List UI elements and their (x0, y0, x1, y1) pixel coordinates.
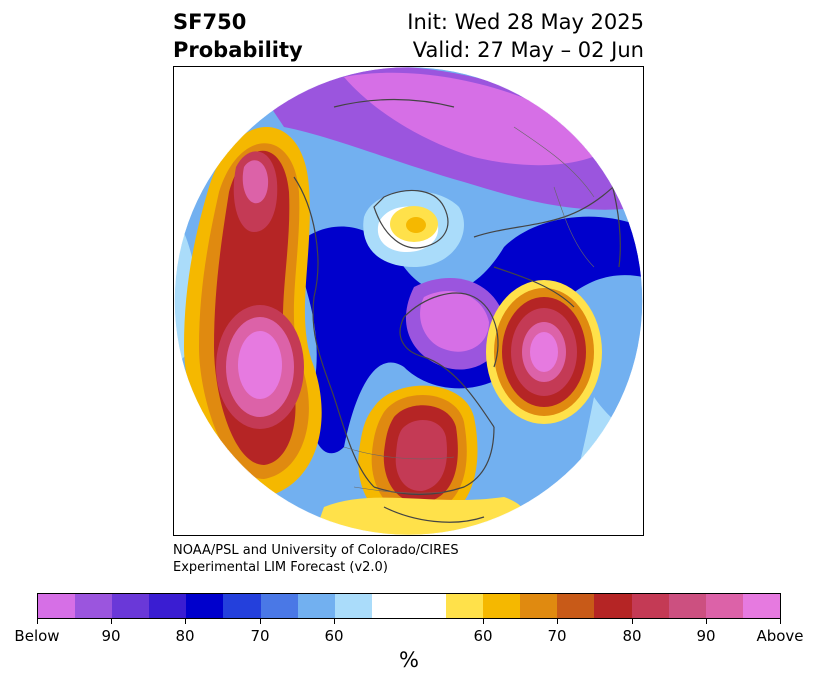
credit-text: NOAA/PSL and University of Colorado/CIRE… (173, 542, 459, 576)
colorbar-tick (111, 619, 112, 624)
colorbar-tick-label: 80 (622, 627, 642, 645)
colorbar-cell (297, 594, 335, 618)
colorbar-cell (223, 594, 261, 618)
colorbar-tick (37, 619, 38, 624)
colorbar-tick (706, 619, 707, 624)
map-title: SF750 Probability (173, 8, 303, 64)
colorbar-tick-label: 70 (250, 627, 270, 645)
colorbar-tick (185, 619, 186, 624)
init-date: Init: Wed 28 May 2025 (407, 10, 644, 34)
title-probability: Probability (173, 38, 303, 62)
colorbar-cell (112, 594, 150, 618)
colorbar-cell (75, 594, 113, 618)
colorbar-cell (668, 594, 706, 618)
polar-map (173, 66, 644, 536)
colorbar-cell (446, 594, 484, 618)
borders (343, 126, 595, 494)
colorbar-tick (334, 619, 335, 624)
credit-line-2: Experimental LIM Forecast (v2.0) (173, 560, 388, 575)
colorbar-tick-label: 60 (473, 627, 493, 645)
credit-line-1: NOAA/PSL and University of Colorado/CIRE… (173, 543, 459, 558)
colorbar-tick (632, 619, 633, 624)
colorbar-tick-label: Above (756, 627, 804, 645)
colorbar-tick (260, 619, 261, 624)
valid-range: Valid: 27 May – 02 Jun (412, 38, 644, 62)
colorbar (37, 593, 781, 619)
probability-field (174, 67, 643, 535)
coastlines (293, 98, 635, 523)
colorbar-tick-label: 90 (696, 627, 716, 645)
colorbar-tick-label: 80 (175, 627, 195, 645)
colorbar-cell (38, 594, 76, 618)
title-variable: SF750 (173, 10, 247, 34)
colorbar-tick-label: Below (14, 627, 60, 645)
colorbar-cell (557, 594, 595, 618)
colorbar-tick (780, 619, 781, 624)
colorbar-cell (520, 594, 558, 618)
colorbar-cell (483, 594, 521, 618)
colorbar-unit-label: % (399, 648, 419, 672)
colorbar-cell (742, 594, 780, 618)
map-canvas (174, 67, 643, 535)
colorbar-tick-label: 60 (324, 627, 344, 645)
colorbar-tick-label: 90 (101, 627, 121, 645)
colorbar-cell (186, 594, 224, 618)
colorbar-cell (334, 594, 372, 618)
colorbar-tick (557, 619, 558, 624)
colorbar-cell (260, 594, 298, 618)
colorbar-tick (483, 619, 484, 624)
forecast-dates: Init: Wed 28 May 2025 Valid: 27 May – 02… (407, 8, 644, 64)
colorbar-cell (631, 594, 669, 618)
colorbar-cell (371, 594, 447, 618)
colorbar-tick-label: 70 (547, 627, 567, 645)
colorbar-cell (149, 594, 187, 618)
colorbar-cell (705, 594, 743, 618)
colorbar-cell (594, 594, 632, 618)
